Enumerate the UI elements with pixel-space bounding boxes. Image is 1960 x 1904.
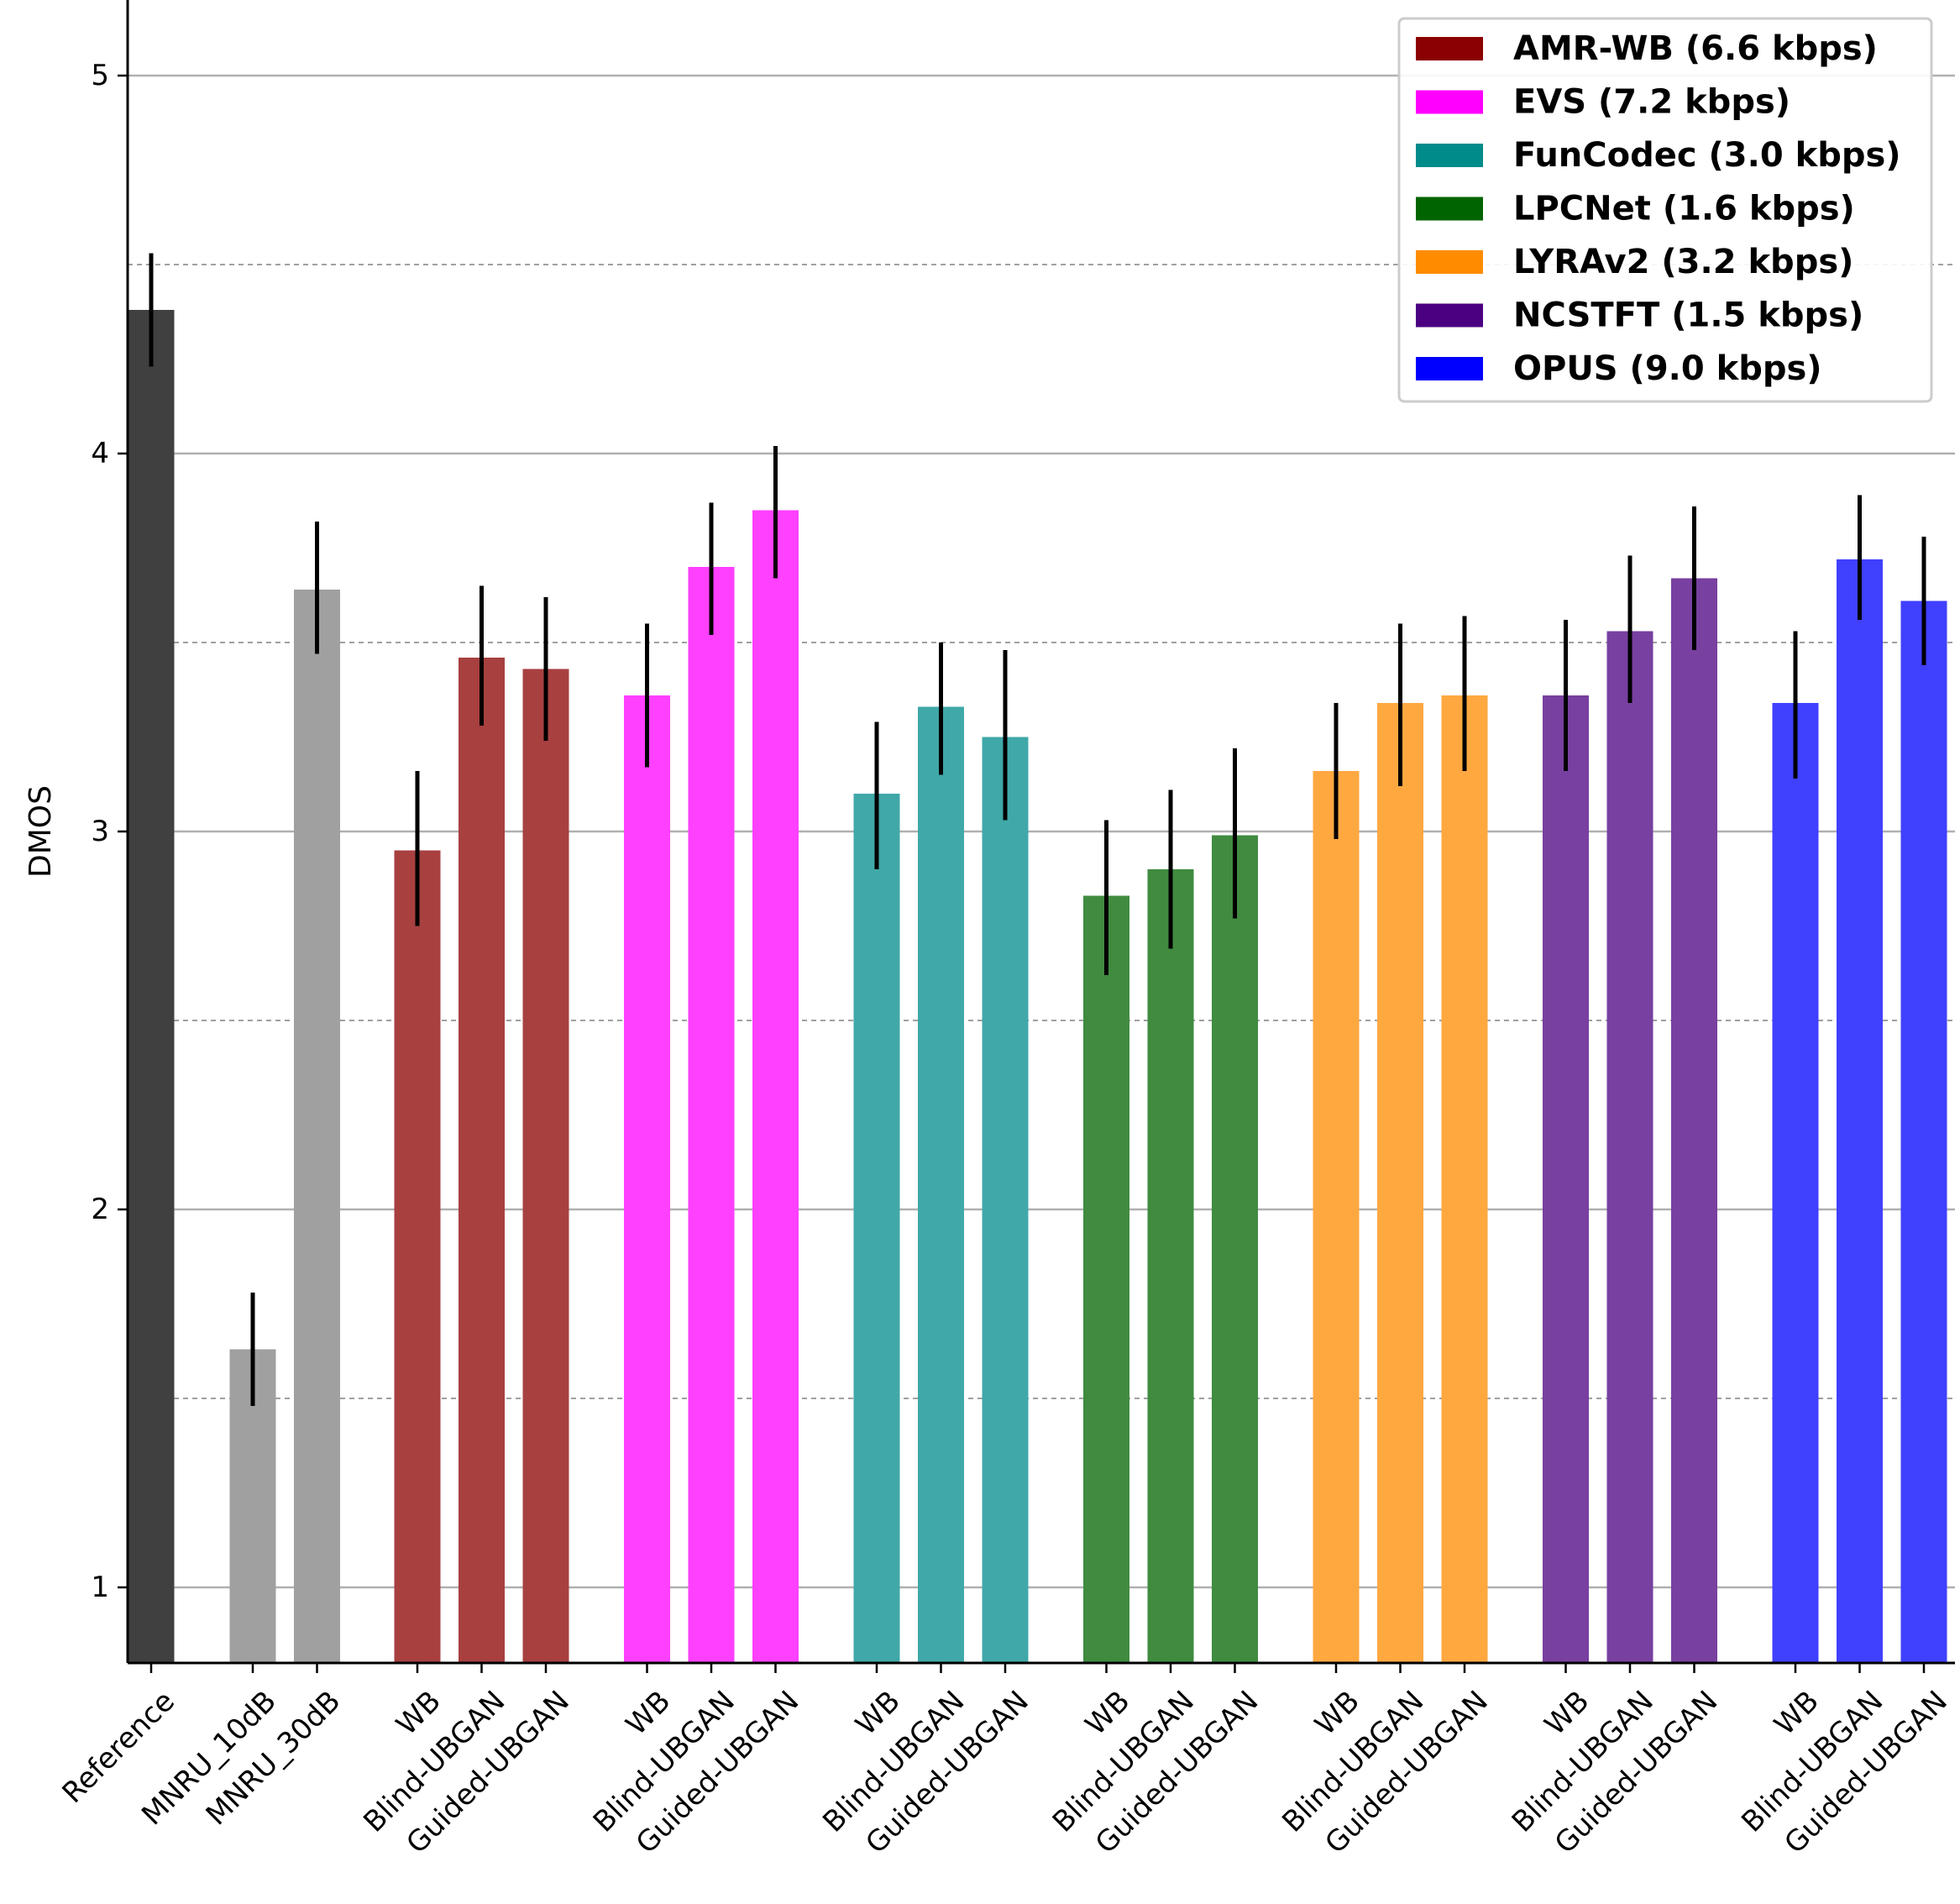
legend-entry-label: EVS (7.2 kbps) bbox=[1513, 83, 1790, 122]
legend-swatch bbox=[1416, 250, 1483, 274]
error-bars bbox=[149, 253, 1926, 1406]
legend-swatch bbox=[1416, 303, 1483, 328]
legend-swatch bbox=[1416, 144, 1483, 167]
bar-ncstft-blind-ubgan bbox=[1606, 631, 1653, 1663]
y-tick-label: 2 bbox=[91, 1193, 109, 1226]
legend-swatch bbox=[1416, 357, 1483, 380]
y-tick-label: 5 bbox=[91, 59, 109, 92]
bar-lpcnet-guided-ubgan bbox=[1212, 835, 1258, 1663]
bar-evs-guided-ubgan bbox=[752, 510, 799, 1663]
bar-ncstft-wb bbox=[1543, 695, 1589, 1663]
y-ticks: 1 2 3 4 5 bbox=[91, 59, 128, 1604]
bar-lpcnet-blind-ubgan bbox=[1147, 869, 1194, 1663]
bar-opus-wb bbox=[1772, 703, 1819, 1663]
bar-amr-wb-blind-ubgan bbox=[459, 658, 505, 1663]
legend-swatch bbox=[1416, 197, 1483, 221]
bar-evs-blind-ubgan bbox=[688, 567, 735, 1663]
bar-lyrav2-wb bbox=[1313, 771, 1360, 1663]
legend-swatch bbox=[1416, 37, 1483, 60]
bar-lyrav2-guided-ubgan bbox=[1441, 695, 1488, 1663]
bar-lpcnet-wb bbox=[1083, 895, 1129, 1663]
y-axis-label: DMOS bbox=[24, 785, 58, 878]
bar-ncstft-guided-ubgan bbox=[1671, 578, 1717, 1663]
legend-entry-label: AMR-WB (6.6 kbps) bbox=[1513, 29, 1878, 68]
bar-evs-wb bbox=[624, 695, 670, 1663]
bar-funcodec-guided-ubgan bbox=[982, 737, 1029, 1663]
bar-lyrav2-blind-ubgan bbox=[1377, 703, 1423, 1663]
legend-entry-label: NCSTFT (1.5 kbps) bbox=[1513, 296, 1863, 335]
bar-anchor-mnru_30db bbox=[294, 590, 340, 1663]
bar-funcodec-wb bbox=[853, 794, 900, 1663]
bar-opus-blind-ubgan bbox=[1837, 559, 1883, 1663]
legend-entry-label: LYRAv2 (3.2 kbps) bbox=[1513, 243, 1853, 281]
y-tick-label: 3 bbox=[91, 815, 109, 848]
bars bbox=[128, 310, 1947, 1663]
y-tick-label: 1 bbox=[91, 1571, 109, 1604]
legend-entry-label: FunCodec (3.0 kbps) bbox=[1513, 136, 1901, 175]
bar-opus-guided-ubgan bbox=[1900, 601, 1947, 1663]
y-tick-label: 4 bbox=[91, 437, 109, 470]
legend-swatch bbox=[1416, 90, 1483, 114]
legend-frame bbox=[1397, 17, 1933, 403]
bar-funcodec-blind-ubgan bbox=[918, 706, 964, 1663]
bar-amr-wb-guided-ubgan bbox=[522, 669, 569, 1663]
legend-entry-label: OPUS (9.0 kbps) bbox=[1513, 349, 1822, 388]
legend-entry-label: LPCNet (1.6 kbps) bbox=[1513, 190, 1855, 228]
bar-amr-wb-wb bbox=[394, 850, 441, 1663]
legend: AMR-WB (6.6 kbps) EVS (7.2 kbps) FunCodec … bbox=[1397, 17, 1933, 403]
bar-anchor-reference bbox=[128, 310, 175, 1663]
